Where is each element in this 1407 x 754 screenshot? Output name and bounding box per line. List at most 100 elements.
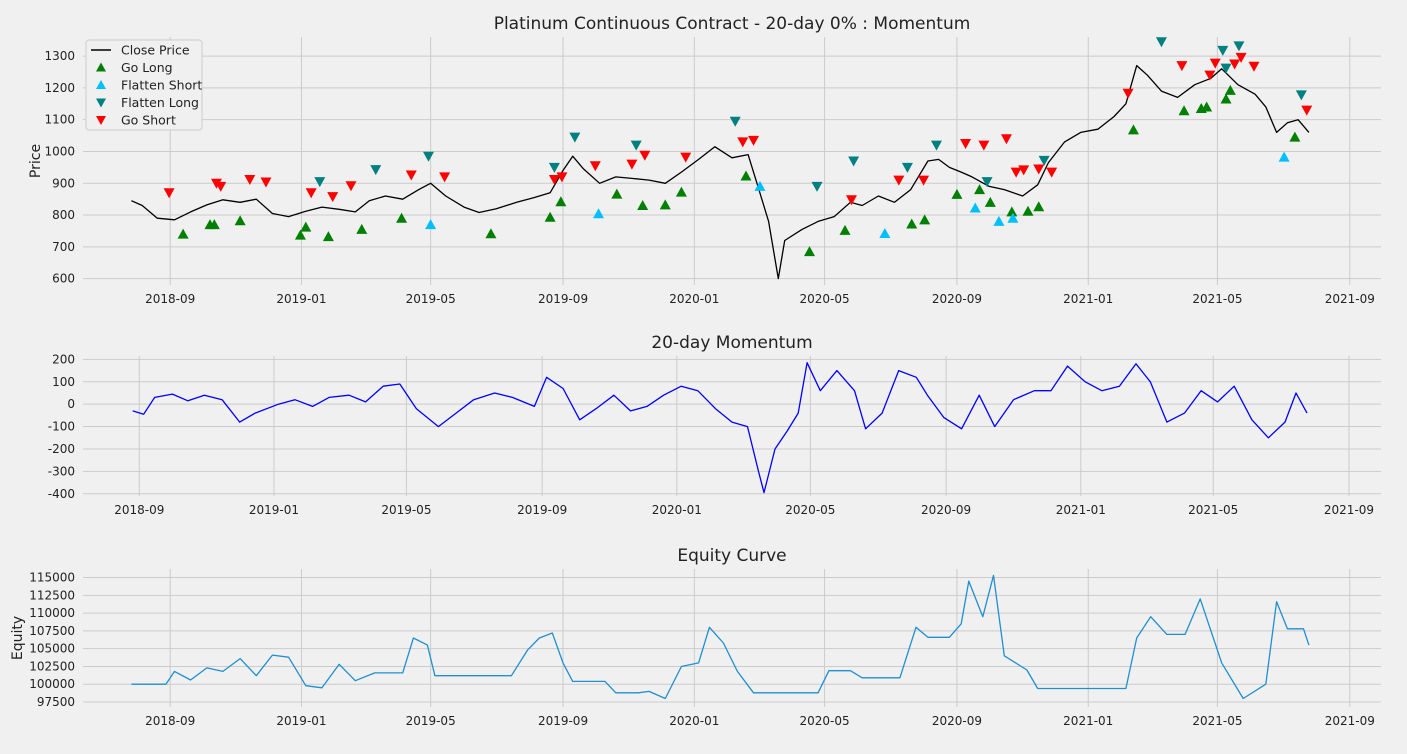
- x-tick-label: 2021-01: [1056, 503, 1106, 517]
- x-tick-label: 2019-05: [381, 503, 431, 517]
- y-tick-label: 110000: [29, 606, 75, 620]
- legend-box: [85, 39, 203, 131]
- go-long-marker: [740, 170, 752, 181]
- x-tick-label: 2020-09: [932, 292, 982, 306]
- y-tick-label: 1300: [44, 49, 75, 63]
- y-tick-label: 107500: [29, 624, 75, 638]
- x-tick-label: 2020-01: [669, 292, 719, 306]
- flatten-long-marker: [1233, 41, 1245, 52]
- x-tick-label: 2020-01: [652, 503, 702, 517]
- x-tick-label: 2019-01: [276, 292, 326, 306]
- chart-title: 20-day Momentum: [651, 333, 812, 353]
- x-tick-label: 2020-05: [785, 503, 835, 517]
- go-long-marker: [659, 199, 671, 210]
- flatten-long-marker: [981, 177, 993, 188]
- x-tick-label: 2021-09: [1325, 714, 1375, 728]
- chart-title: Equity Curve: [677, 546, 786, 566]
- go-short-marker: [918, 175, 930, 186]
- go-short-marker: [548, 174, 560, 185]
- go-long-marker: [1006, 206, 1018, 217]
- x-tick-label: 2021-09: [1325, 292, 1375, 306]
- go-short-marker: [1000, 134, 1012, 145]
- go-long-marker: [555, 196, 567, 207]
- go-long-marker: [974, 184, 986, 195]
- x-tick-label: 2020-09: [921, 503, 971, 517]
- go-short-marker: [737, 137, 749, 148]
- flatten-long-marker: [422, 151, 434, 162]
- go-short-marker: [305, 188, 317, 199]
- go-long-marker: [1178, 105, 1190, 116]
- go-long-marker: [396, 212, 408, 223]
- go-long-marker: [919, 214, 931, 225]
- flatten-long-marker: [930, 140, 942, 151]
- x-tick-label: 2021-05: [1188, 503, 1238, 517]
- go-short-marker: [1229, 59, 1241, 70]
- y-tick-label: 1100: [44, 113, 75, 127]
- go-short-marker: [748, 135, 760, 146]
- go-short-marker: [163, 188, 175, 199]
- y-tick-label: 105000: [29, 642, 75, 656]
- go-short-marker: [556, 172, 568, 183]
- y-tick-label: -300: [48, 464, 75, 478]
- y-tick-label: 700: [52, 240, 75, 254]
- go-short-marker: [1033, 164, 1045, 175]
- go-short-marker: [1010, 167, 1022, 178]
- y-tick-label: 102500: [29, 659, 75, 673]
- x-tick-label: 2020-09: [932, 714, 982, 728]
- go-short-marker: [960, 139, 972, 150]
- y-tick-label: 800: [52, 208, 75, 222]
- x-tick-label: 2021-09: [1324, 503, 1374, 517]
- y-axis-label: Price: [28, 144, 44, 178]
- x-tick-label: 2019-09: [517, 503, 567, 517]
- x-tick-label: 2020-05: [799, 292, 849, 306]
- momentum-chart-panel: 2018-09 2019-01 2019-05 2019-09 2020-01 2020-…: [48, 333, 1381, 517]
- y-tick-label: -400: [48, 487, 75, 501]
- legend-label: Flatten Long: [121, 95, 199, 110]
- x-tick-label: 2020-01: [669, 714, 719, 728]
- go-short-marker: [845, 195, 857, 206]
- price-chart-panel: 2018-09 2019-01 2019-05 2019-09 2020-01 2020-…: [28, 14, 1381, 306]
- legend-label: Go Long: [121, 60, 173, 75]
- x-tick-label: 2021-05: [1192, 714, 1242, 728]
- go-short-marker: [327, 192, 339, 203]
- y-tick-label: -200: [48, 442, 75, 456]
- x-tick-label: 2020-05: [799, 714, 849, 728]
- go-short-marker: [978, 140, 990, 151]
- go-long-marker: [1033, 201, 1045, 212]
- legend: Close Price Go Long Flatten Short Flatten L…: [85, 39, 203, 131]
- go-long-marker: [675, 186, 687, 197]
- legend-label: Close Price: [121, 43, 190, 58]
- legend-label: Go Short: [121, 113, 176, 128]
- x-tick-label: 2019-05: [406, 292, 456, 306]
- x-tick-label: 2019-01: [249, 503, 299, 517]
- go-long-marker: [234, 215, 246, 226]
- y-tick-label: 1200: [44, 81, 75, 95]
- go-long-marker: [611, 188, 623, 199]
- go-long-marker: [1220, 93, 1232, 104]
- go-long-marker: [1127, 124, 1139, 135]
- go-long-marker: [544, 211, 556, 222]
- flatten-long-marker: [811, 181, 823, 192]
- go-short-marker: [1122, 88, 1134, 99]
- flatten-long-marker: [729, 116, 741, 127]
- go-long-marker: [637, 200, 649, 211]
- x-tick-label: 2019-09: [538, 292, 588, 306]
- go-long-marker: [208, 219, 220, 230]
- y-tick-label: 600: [52, 272, 75, 286]
- go-long-marker: [906, 218, 918, 229]
- y-tick-label: 100: [52, 375, 75, 389]
- y-axis-label: Equity: [10, 616, 26, 660]
- go-long-marker: [300, 221, 312, 232]
- go-long-marker: [1289, 131, 1301, 142]
- go-long-marker: [322, 231, 334, 242]
- x-tick-label: 2021-01: [1063, 714, 1113, 728]
- go-short-marker: [1018, 165, 1030, 176]
- y-tick-label: 0: [67, 397, 75, 411]
- flatten-long-marker: [1155, 37, 1167, 48]
- go-short-marker: [215, 181, 227, 192]
- flatten-short-marker: [879, 227, 891, 238]
- legend-marker-swatch: [96, 98, 106, 108]
- flatten-short-marker: [993, 215, 1005, 226]
- go-long-marker: [839, 224, 851, 235]
